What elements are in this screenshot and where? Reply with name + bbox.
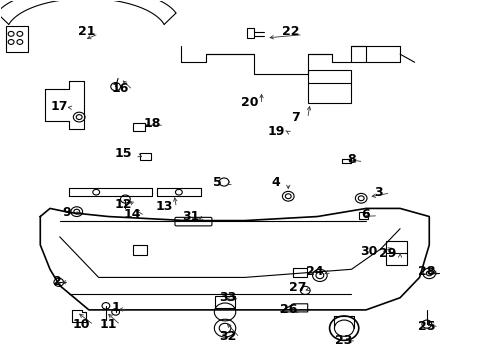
Text: 18: 18 bbox=[143, 117, 161, 130]
Text: 4: 4 bbox=[271, 176, 280, 189]
Bar bbox=[358, 212, 367, 219]
Text: 9: 9 bbox=[62, 206, 71, 219]
Text: 14: 14 bbox=[123, 208, 141, 221]
Text: 7: 7 bbox=[290, 111, 299, 123]
Text: 28: 28 bbox=[417, 265, 435, 278]
Text: 17: 17 bbox=[51, 100, 68, 113]
Text: 11: 11 bbox=[100, 318, 117, 330]
Text: 24: 24 bbox=[305, 265, 323, 278]
Text: 30: 30 bbox=[359, 244, 376, 257]
Bar bbox=[307, 71, 351, 103]
Text: 5: 5 bbox=[213, 176, 222, 189]
Text: 3: 3 bbox=[373, 186, 382, 199]
Text: 25: 25 bbox=[417, 320, 435, 333]
Bar bbox=[292, 269, 306, 278]
Bar bbox=[385, 241, 407, 265]
Text: 21: 21 bbox=[78, 25, 95, 38]
Text: 20: 20 bbox=[240, 96, 258, 109]
Text: 15: 15 bbox=[114, 147, 131, 160]
Text: 10: 10 bbox=[73, 318, 90, 330]
Text: 1: 1 bbox=[111, 301, 120, 314]
Text: 16: 16 bbox=[112, 82, 129, 95]
Text: 6: 6 bbox=[361, 208, 369, 221]
Bar bbox=[246, 28, 254, 38]
Text: 2: 2 bbox=[53, 275, 61, 288]
Text: 26: 26 bbox=[279, 303, 296, 316]
Text: 19: 19 bbox=[267, 125, 284, 138]
Text: 33: 33 bbox=[219, 291, 236, 304]
Bar bbox=[215, 296, 234, 308]
Bar bbox=[132, 123, 144, 131]
Bar bbox=[6, 26, 28, 52]
Text: 12: 12 bbox=[114, 198, 131, 211]
Text: 32: 32 bbox=[218, 330, 236, 343]
Bar bbox=[140, 153, 150, 160]
Text: 29: 29 bbox=[379, 247, 396, 260]
Bar bbox=[132, 245, 147, 255]
Text: 23: 23 bbox=[335, 334, 352, 347]
Text: 22: 22 bbox=[282, 25, 299, 38]
Text: 27: 27 bbox=[288, 281, 306, 294]
Text: 13: 13 bbox=[155, 200, 173, 213]
Text: 8: 8 bbox=[346, 153, 355, 166]
Text: 31: 31 bbox=[182, 210, 199, 223]
